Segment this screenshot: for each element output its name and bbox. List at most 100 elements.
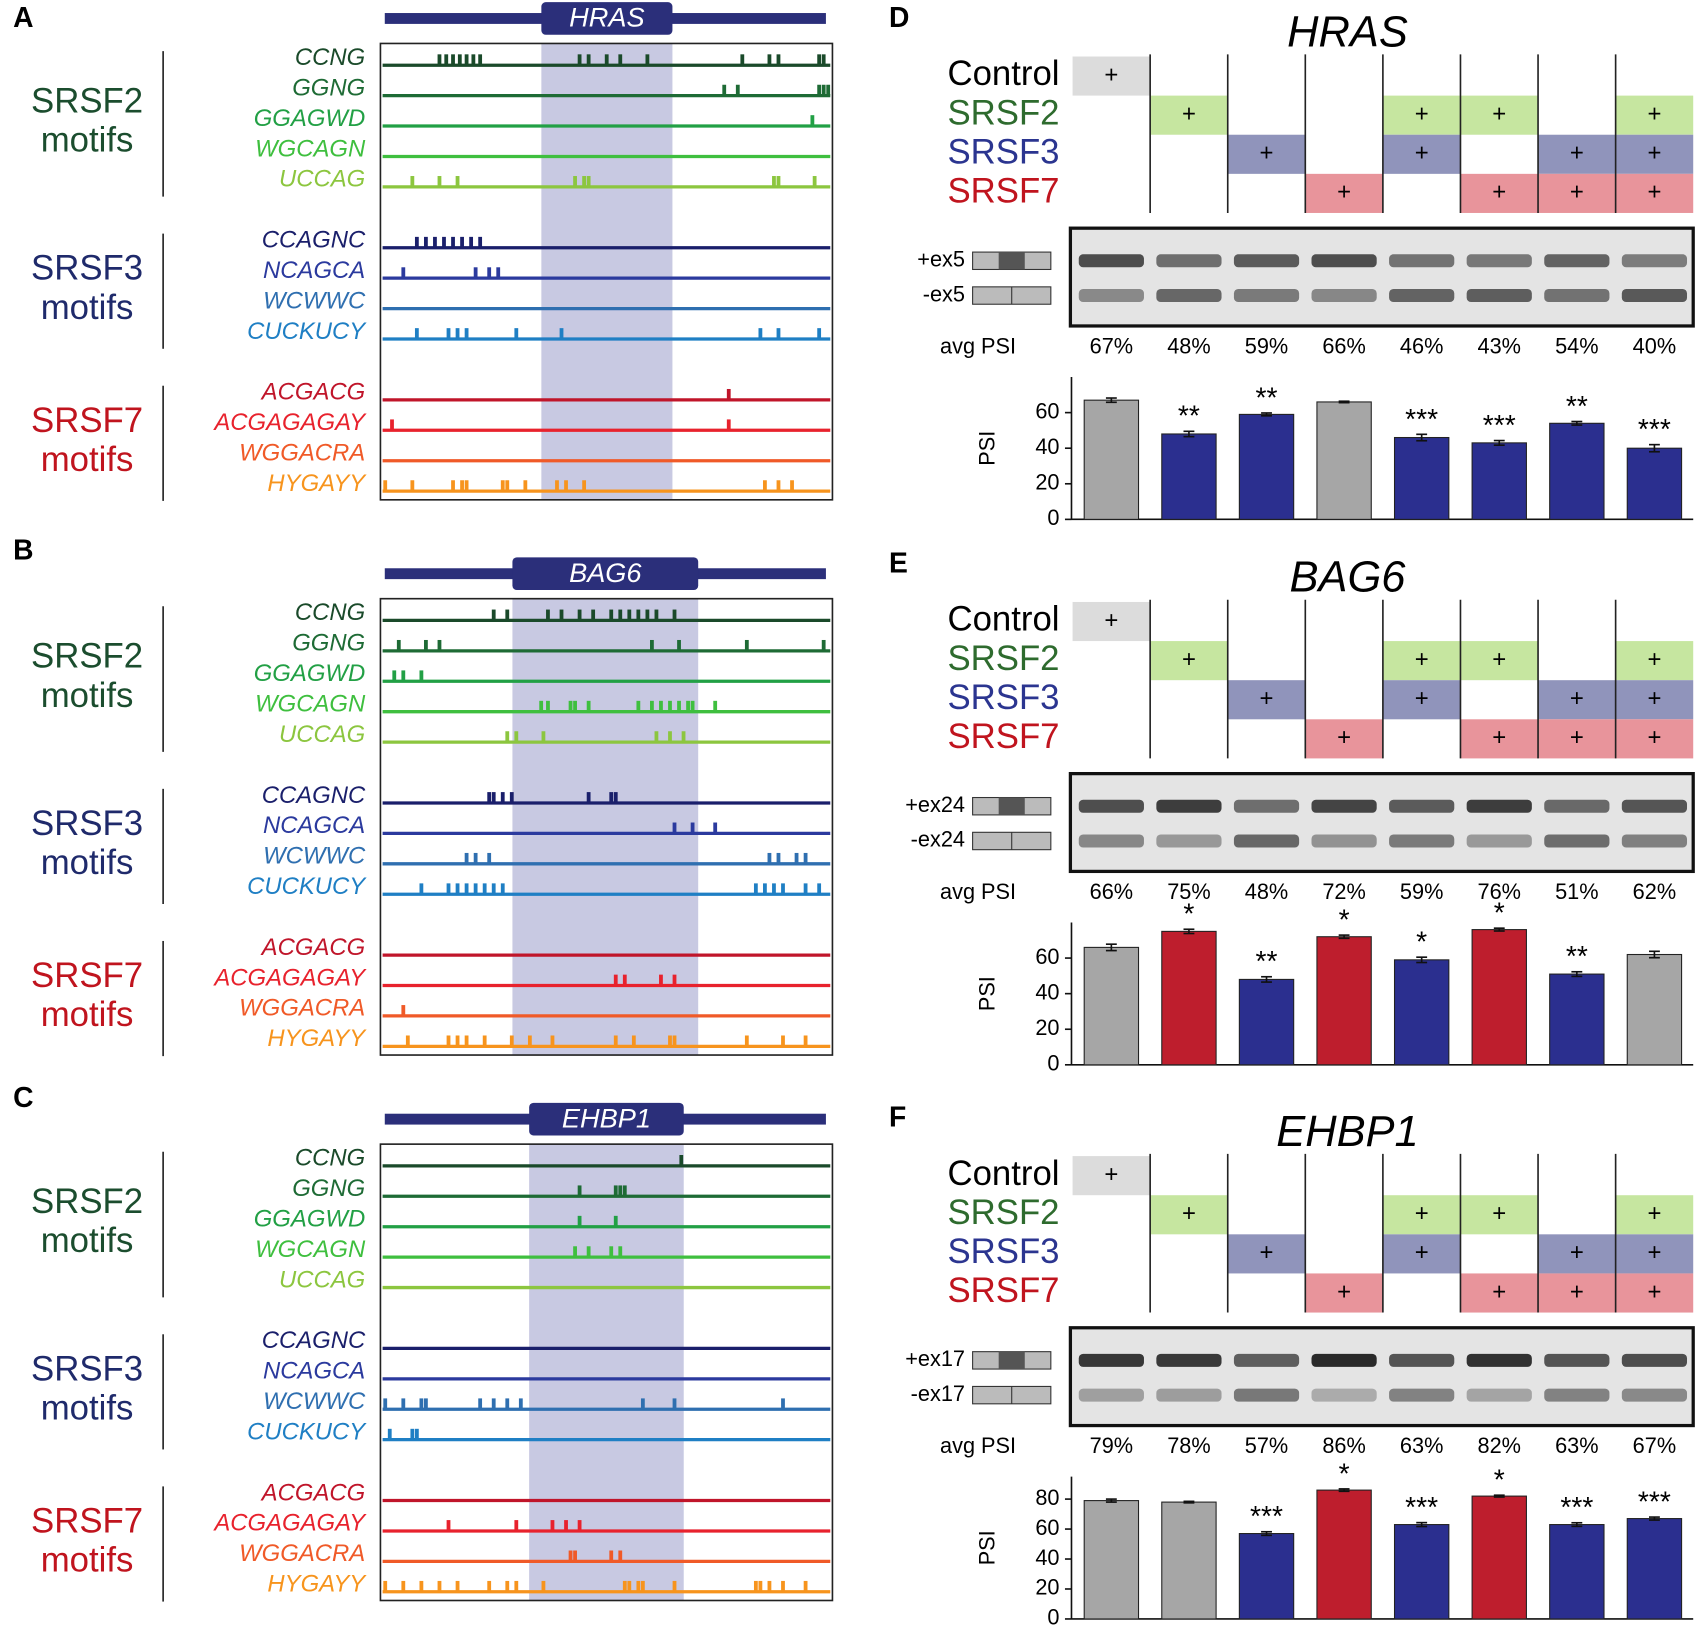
- bar: [1161, 930, 1217, 1066]
- y-tick-label: 60: [1035, 398, 1059, 423]
- condition-plus: +: [1647, 140, 1661, 167]
- condition-cell: [1150, 1195, 1228, 1235]
- gel-band-skipped: [1621, 834, 1688, 848]
- motif-hit: [390, 419, 394, 431]
- motif-hit: [586, 700, 591, 712]
- condition-plus: +: [1647, 685, 1661, 712]
- motif-name: WGCAGN: [255, 1236, 366, 1263]
- avg-psi: 62%: [1633, 879, 1676, 904]
- motif-hit: [826, 84, 831, 96]
- gel-band-included: [1311, 254, 1377, 268]
- exon-shade: [529, 1144, 684, 1601]
- motif-name: ACGACG: [260, 934, 366, 961]
- motif-hit: [401, 1005, 406, 1016]
- gel-band-included: [1078, 254, 1144, 268]
- significance: **: [1256, 945, 1278, 977]
- condition-plus: +: [1647, 646, 1661, 673]
- motif-hit: [817, 328, 822, 340]
- condition-plus: +: [1570, 724, 1584, 751]
- condition-name: SRSF2: [948, 640, 1060, 678]
- motif-hit: [414, 328, 419, 340]
- avg-psi: 54%: [1555, 333, 1598, 358]
- significance: **: [1178, 400, 1200, 432]
- avg-psi: 67%: [1633, 1433, 1676, 1458]
- motif-hit: [767, 1580, 772, 1592]
- chart-title: HRAS: [1287, 8, 1408, 56]
- avg-psi: 63%: [1400, 1433, 1443, 1458]
- motif-hit: [618, 1185, 623, 1197]
- motif-hit: [473, 852, 478, 864]
- motif-hit: [672, 1580, 677, 1592]
- motif-hit: [722, 84, 727, 96]
- condition-cell: [1615, 719, 1694, 759]
- chart-title: BAG6: [1289, 554, 1406, 602]
- significance: *: [1339, 904, 1350, 936]
- motif-hit: [541, 1580, 546, 1592]
- motif-hit: [505, 731, 510, 743]
- significance: ***: [1638, 1486, 1671, 1518]
- condition-plus: +: [1647, 1200, 1661, 1227]
- avg-psi: 43%: [1478, 333, 1521, 358]
- motif-hit: [686, 700, 690, 712]
- condition-plus: +: [1570, 1278, 1584, 1305]
- motif-name: UCCAG: [279, 166, 365, 193]
- avg-psi: 66%: [1322, 333, 1365, 358]
- motif-hit: [618, 1550, 623, 1562]
- bar: [1549, 973, 1605, 1066]
- motif-hit: [500, 883, 505, 895]
- avg-psi: 86%: [1322, 1433, 1365, 1458]
- group-label: SRSF3: [31, 250, 143, 288]
- gel-band-skipped: [1311, 289, 1377, 303]
- condition-cell: [1460, 1195, 1539, 1235]
- condition-cell: [1382, 641, 1461, 681]
- condition-plus: +: [1647, 1239, 1661, 1266]
- condition-cell: [1615, 134, 1694, 174]
- motif-name: GGNG: [292, 74, 365, 101]
- condition-cell: [1538, 719, 1616, 759]
- motif-name: UCCAG: [279, 1266, 365, 1293]
- gel-label: -ex17: [911, 1381, 965, 1406]
- motif-hit: [424, 1398, 428, 1410]
- motif-hit: [672, 609, 677, 621]
- exon-box: [529, 1102, 684, 1136]
- y-axis-label: PSI: [975, 431, 1000, 466]
- bar: [1316, 936, 1372, 1066]
- bar: [1161, 1501, 1217, 1620]
- gel-band-skipped: [1311, 1388, 1377, 1402]
- motif-hit: [577, 609, 582, 621]
- motif-hit: [604, 54, 609, 66]
- group-label: motifs: [41, 122, 134, 160]
- motif-hit: [690, 822, 695, 834]
- motif-hit: [419, 1398, 424, 1410]
- y-tick-label: 60: [1035, 1515, 1059, 1540]
- motif-hit: [433, 236, 437, 248]
- significance: ***: [1405, 403, 1438, 435]
- motif-hit: [455, 1580, 460, 1592]
- group-label: motifs: [41, 1542, 134, 1580]
- motif-hit: [419, 670, 424, 682]
- y-tick-label: 40: [1035, 1545, 1059, 1570]
- motif-hit: [582, 480, 587, 492]
- panel-letter: E: [889, 546, 908, 578]
- motif-hit: [622, 1185, 627, 1197]
- motif-hit: [446, 883, 451, 895]
- gel: [1068, 226, 1695, 328]
- motif-hit: [627, 609, 632, 621]
- motif-hit: [817, 84, 822, 96]
- motif-name: CUCKUCY: [247, 318, 367, 345]
- motif-hit: [487, 792, 492, 803]
- significance: ***: [1483, 409, 1516, 441]
- significance: **: [1256, 381, 1278, 413]
- motif-hit: [444, 54, 449, 66]
- group-label: SRSF7: [31, 402, 143, 440]
- motif-hit: [392, 670, 397, 682]
- chart-title: EHBP1: [1276, 1108, 1419, 1156]
- gel-band-skipped: [1544, 289, 1610, 303]
- condition-cell: [1305, 719, 1383, 759]
- motif-hit: [668, 1035, 672, 1047]
- condition-plus: +: [1647, 100, 1661, 127]
- bar: [1471, 1495, 1527, 1620]
- motif-name: WGGACRA: [239, 995, 365, 1022]
- condition-plus: +: [1415, 140, 1429, 167]
